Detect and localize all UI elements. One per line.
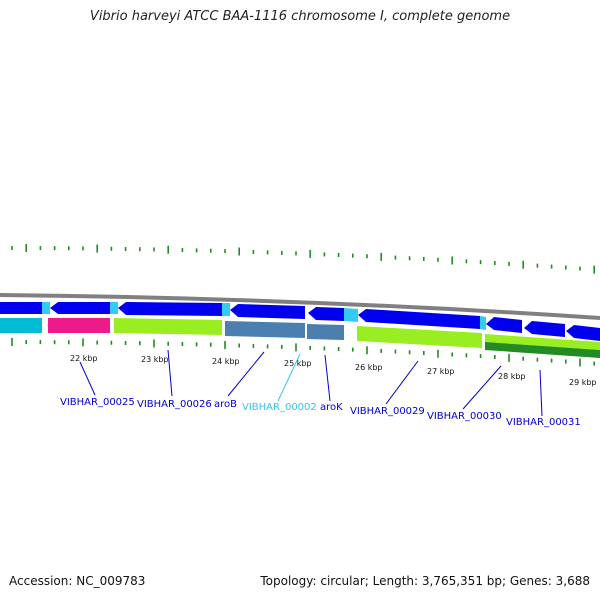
- cds-gap: [42, 302, 50, 314]
- scale-label: 26 kbp: [355, 363, 383, 372]
- gene-label-vibhar-00025[interactable]: VIBHAR_00025: [60, 397, 135, 408]
- scale-label: 29 kbp: [569, 378, 597, 387]
- cds-arrow[interactable]: [0, 302, 42, 314]
- cds-arrow[interactable]: [308, 307, 344, 321]
- genome-backbone: [0, 293, 600, 320]
- cds-arrow[interactable]: [358, 309, 480, 329]
- cds-gap: [110, 302, 118, 314]
- map-title: Vibrio harveyi ATCC BAA-1116 chromosome …: [89, 9, 511, 24]
- feature-cyan[interactable]: [0, 318, 42, 333]
- leader-line: [539, 369, 543, 417]
- gene-label-vibhar-00026[interactable]: VIBHAR_00026: [137, 399, 212, 410]
- gene-label-vibhar-00031[interactable]: VIBHAR_00031: [506, 417, 581, 428]
- feature-steel[interactable]: [307, 324, 344, 340]
- cds-arrow[interactable]: [230, 304, 305, 319]
- top-tick-marks: [11, 244, 596, 274]
- bottom-tick-marks: [11, 338, 596, 367]
- feature-steel[interactable]: [225, 321, 305, 338]
- leader-line: [385, 360, 419, 405]
- feature-magenta[interactable]: [48, 318, 110, 333]
- feature-lime[interactable]: [357, 326, 482, 348]
- scale-label: 27 kbp: [427, 367, 455, 376]
- scale-label: 25 kbp: [284, 359, 312, 368]
- cds-arrow[interactable]: [50, 302, 110, 314]
- gene-label-vibhar-00002[interactable]: VIBHAR_00002: [242, 402, 317, 413]
- gene-labels: VIBHAR_00025 VIBHAR_00026 aroB VIBHAR_00…: [60, 397, 581, 428]
- scale-label: 24 kbp: [212, 357, 240, 366]
- cds-gap: [344, 308, 358, 322]
- inner-feature-track: [0, 318, 600, 358]
- cds-arrow[interactable]: [118, 302, 222, 316]
- feature-lime[interactable]: [485, 334, 600, 350]
- leader-line: [277, 353, 301, 402]
- cds-gap: [222, 303, 230, 316]
- topology-text: Topology: circular; Length: 3,765,351 bp…: [260, 574, 590, 588]
- feature-dark-green[interactable]: [485, 342, 600, 358]
- cds-arrow[interactable]: [566, 325, 600, 341]
- scale-label: 22 kbp: [70, 354, 98, 363]
- gene-label-vibhar-00030[interactable]: VIBHAR_00030: [427, 411, 502, 422]
- leader-line: [227, 351, 265, 397]
- leader-line: [167, 349, 173, 397]
- outer-cds-track: [0, 302, 600, 341]
- scale-label: 28 kbp: [498, 372, 526, 381]
- gene-label-arok[interactable]: aroK: [320, 402, 343, 413]
- accession-text: Accession: NC_009783: [9, 574, 146, 588]
- feature-lime[interactable]: [114, 318, 222, 335]
- scale-labels: 22 kbp 23 kbp 24 kbp 25 kbp 26 kbp 27 kb…: [70, 354, 597, 387]
- gene-label-arob[interactable]: aroB: [214, 399, 237, 410]
- leader-line: [324, 354, 331, 402]
- cds-arrow[interactable]: [486, 317, 522, 333]
- gene-leader-lines: [79, 349, 543, 417]
- cds-gap: [480, 316, 486, 330]
- leader-line: [462, 365, 502, 410]
- leader-line: [79, 361, 96, 396]
- cds-arrow[interactable]: [524, 321, 565, 337]
- gene-label-vibhar-00029[interactable]: VIBHAR_00029: [350, 406, 425, 417]
- scale-label: 23 kbp: [141, 355, 169, 364]
